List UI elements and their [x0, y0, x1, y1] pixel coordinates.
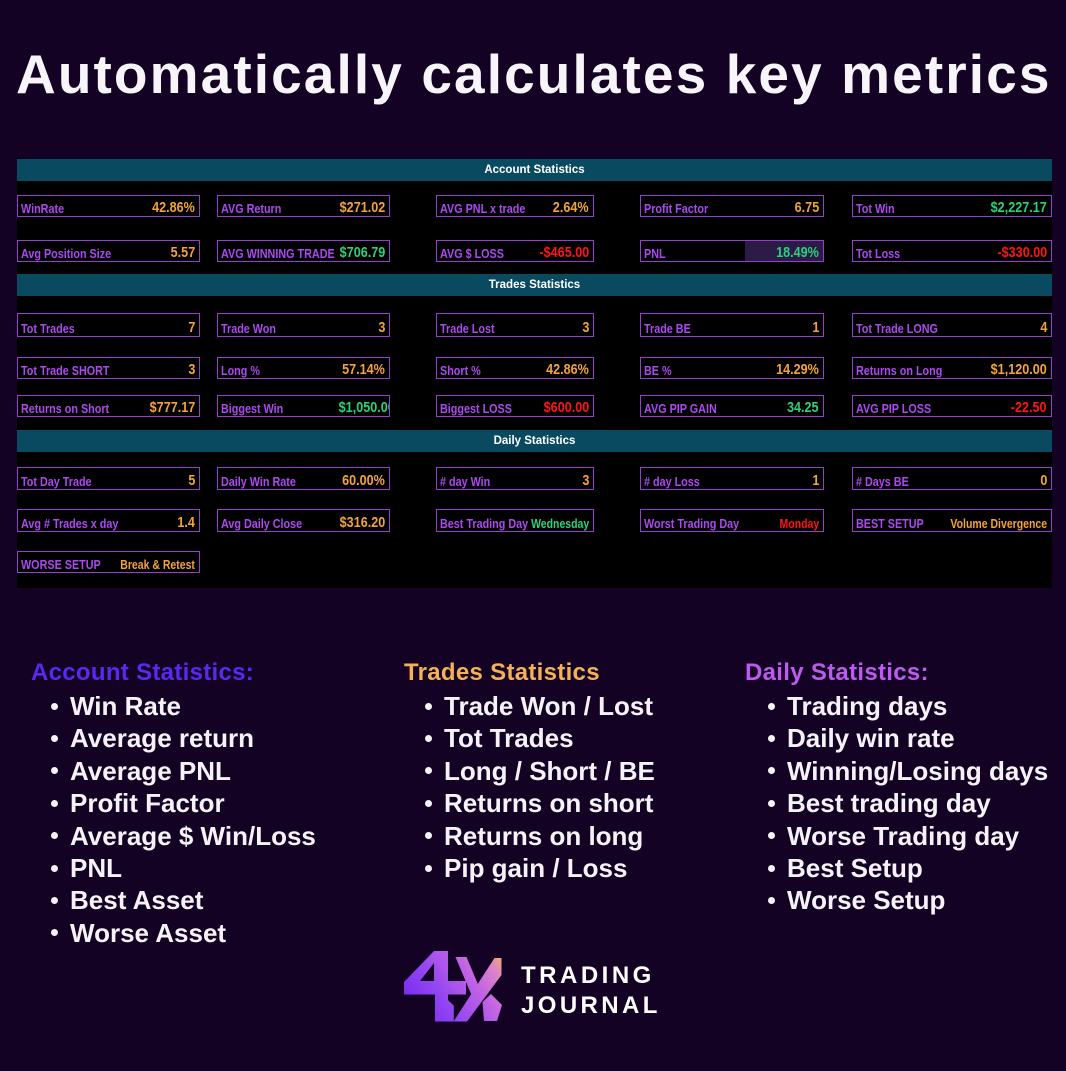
- svg-text:JOURNAL: JOURNAL: [521, 992, 661, 1019]
- svg-text:TRADING: TRADING: [521, 962, 655, 989]
